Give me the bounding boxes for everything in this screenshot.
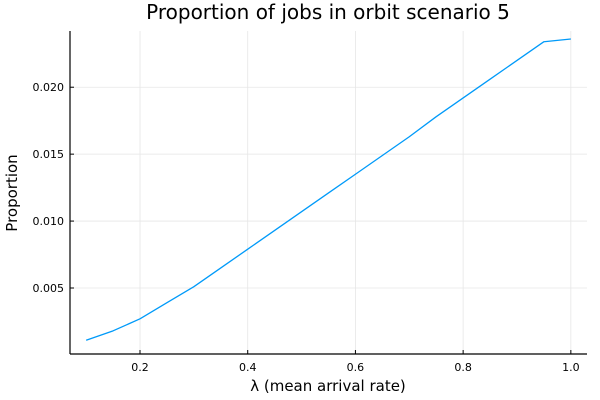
x-axis-label: λ (mean arrival rate) [250,377,406,395]
y-tick-label: 0.005 [33,282,65,295]
y-tick-label: 0.020 [33,81,65,94]
series-line [85,38,571,341]
y-tick-label: 0.010 [33,215,65,228]
y-tick-label: 0.015 [33,148,65,161]
x-tick-label: 0.4 [239,361,257,374]
tick-marks: 0.2 0.4 0.6 0.8 1.0 0.005 0.010 0.015 0.020 [33,81,580,374]
chart-title: Proportion of jobs in orbit scenario 5 [146,0,510,24]
x-tick-label: 0.6 [347,361,365,374]
y-axis-label: Proportion [3,154,21,231]
x-tick-label: 0.8 [454,361,472,374]
grid-lines [70,31,587,354]
axes [69,31,587,355]
series-lines [85,38,571,341]
x-tick-label: 1.0 [562,361,580,374]
x-tick-label: 0.2 [131,361,149,374]
